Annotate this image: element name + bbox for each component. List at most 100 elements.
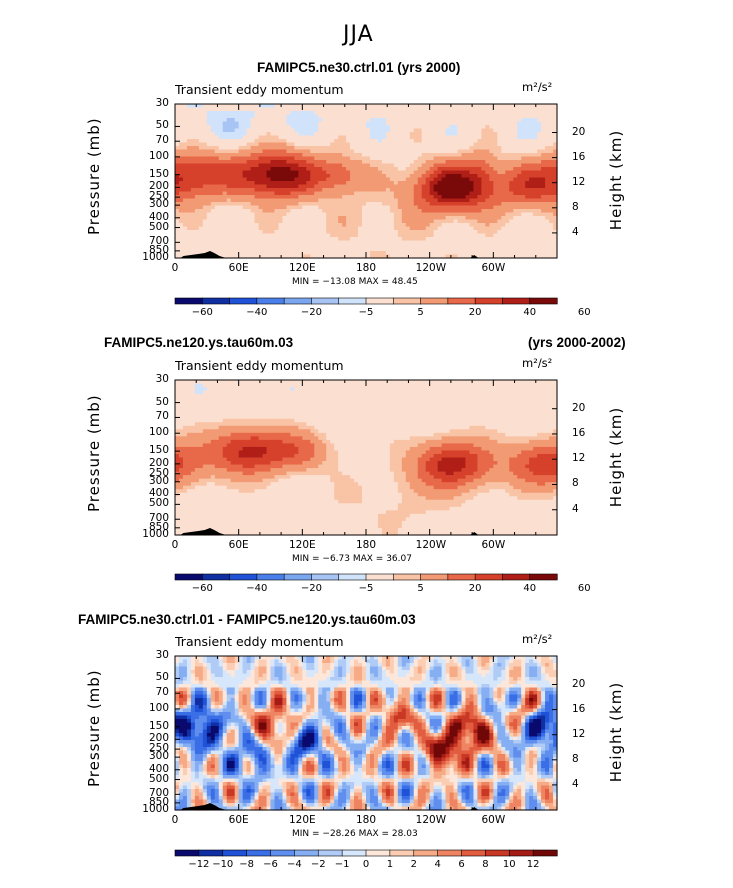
heatmap-cell <box>401 254 407 259</box>
heatmap-cell <box>413 251 419 256</box>
heatmap-cell <box>354 195 359 200</box>
heatmap-cell <box>362 390 367 395</box>
heatmap-cell <box>433 237 439 242</box>
heatmap-cell <box>190 111 196 116</box>
heatmap-cell <box>381 394 387 399</box>
heatmap-cell <box>314 226 319 231</box>
heatmap-cell <box>366 188 371 193</box>
heatmap-cell <box>529 181 534 186</box>
heatmap-cell <box>254 118 260 123</box>
heatmap-cell <box>445 174 451 179</box>
heatmap-cell <box>537 202 542 207</box>
heatmap-cell <box>525 209 530 214</box>
heatmap-cell <box>186 223 192 228</box>
heatmap-cell <box>190 191 196 196</box>
heatmap-cell <box>525 205 530 210</box>
heatmap-cell <box>210 390 216 395</box>
heatmap-cell <box>429 125 435 130</box>
heatmap-cell <box>294 383 299 388</box>
heatmap-cell <box>242 191 248 196</box>
heatmap-cell <box>274 380 280 385</box>
heatmap-cell <box>326 181 331 186</box>
heatmap-cell <box>413 167 419 172</box>
heatmap-cell <box>258 216 264 221</box>
heatmap-cell <box>306 254 311 259</box>
heatmap-cell <box>373 177 379 182</box>
heatmap-cell <box>266 390 272 395</box>
heatmap-cell <box>270 181 276 186</box>
heatmap-cell <box>453 209 459 214</box>
heatmap-cell <box>230 128 236 133</box>
heatmap-cell <box>437 125 443 130</box>
heatmap-cell <box>517 397 522 402</box>
heatmap-cell <box>226 397 232 402</box>
heatmap-cell <box>350 128 355 133</box>
heatmap-cell <box>306 404 311 409</box>
heatmap-cell <box>445 251 451 256</box>
heatmap-cell <box>270 244 276 249</box>
heatmap-cell <box>302 181 307 186</box>
heatmap-cell <box>409 383 415 388</box>
heatmap-cell <box>453 212 459 217</box>
heatmap-cell <box>254 380 260 385</box>
heatmap-cell <box>501 387 506 392</box>
heatmap-cell <box>362 149 367 154</box>
heatmap-cell <box>266 181 272 186</box>
heatmap-cell <box>350 163 355 168</box>
heatmap-cell <box>254 390 260 395</box>
heatmap-cell <box>178 380 184 385</box>
heatmap-cell <box>330 170 335 175</box>
heatmap-cell <box>175 394 180 399</box>
heatmap-cell <box>194 198 200 203</box>
heatmap-cell <box>433 383 439 388</box>
heatmap-cell <box>401 149 407 154</box>
heatmap-cell <box>429 247 435 252</box>
heatmap-cell <box>537 149 542 154</box>
heatmap-cell <box>473 114 479 119</box>
heatmap-cell <box>473 156 479 161</box>
heatmap-cell <box>421 153 427 158</box>
heatmap-cell <box>218 128 224 133</box>
heatmap-cell <box>222 247 228 252</box>
heatmap-cell <box>405 163 411 168</box>
heatmap-cell <box>318 167 323 172</box>
heatmap-cell <box>485 114 490 119</box>
heatmap-cell <box>362 139 367 144</box>
heatmap-cell <box>453 233 459 238</box>
heatmap-cell <box>409 247 415 252</box>
heatmap-cell <box>373 111 379 116</box>
heatmap-cell <box>202 209 208 214</box>
heatmap-cell <box>250 114 256 119</box>
heatmap-cell <box>441 226 447 231</box>
heatmap-cell <box>318 107 323 112</box>
heatmap-cell <box>521 139 526 144</box>
heatmap-cell <box>517 247 522 252</box>
heatmap-cell <box>477 397 482 402</box>
y-axis-title: Pressure (mb) <box>85 117 103 235</box>
heatmap-cell <box>190 251 196 256</box>
heatmap-cell <box>485 121 490 126</box>
heatmap-cell <box>385 233 391 238</box>
heatmap-cell <box>250 188 256 193</box>
heatmap-cell <box>282 380 288 385</box>
heatmap-cell <box>334 216 339 221</box>
heatmap-cell <box>457 237 463 242</box>
heatmap-cell <box>242 184 248 189</box>
heatmap-cell <box>194 209 200 214</box>
heatmap-cell <box>302 244 307 249</box>
heatmap-cell <box>346 135 351 140</box>
heatmap-cell <box>350 174 355 179</box>
heatmap-cell <box>397 383 403 388</box>
heatmap-cell <box>461 163 467 168</box>
heatmap-cell <box>362 181 367 186</box>
heatmap-cell <box>417 188 423 193</box>
heatmap-cell <box>210 202 216 207</box>
heatmap-cell <box>290 380 295 385</box>
heatmap-cell <box>330 132 335 137</box>
heatmap-cell <box>373 118 379 123</box>
heatmap-cell <box>389 160 395 165</box>
heatmap-cell <box>421 223 427 228</box>
heatmap-cell <box>294 219 299 224</box>
heatmap-cell <box>525 153 530 158</box>
heatmap-cell <box>242 202 248 207</box>
